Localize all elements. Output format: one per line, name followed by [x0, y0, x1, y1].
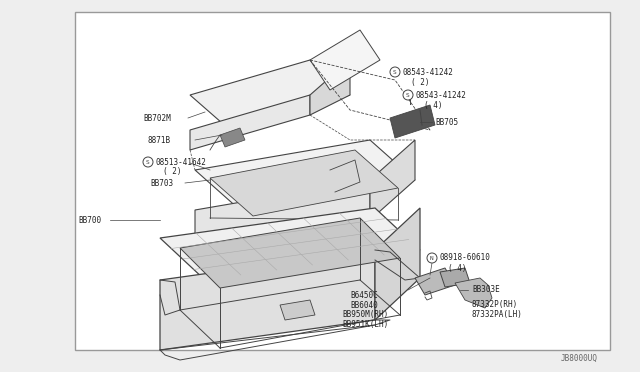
Polygon shape [455, 278, 492, 308]
Circle shape [390, 67, 400, 77]
Text: BB703: BB703 [150, 179, 173, 187]
Polygon shape [440, 268, 470, 287]
Text: BB950M(RH): BB950M(RH) [342, 311, 388, 320]
Text: N: N [430, 256, 434, 260]
Text: ( 2): ( 2) [163, 167, 182, 176]
Circle shape [427, 253, 437, 263]
Text: ( 4): ( 4) [424, 100, 442, 109]
Text: S: S [146, 160, 150, 164]
Text: S: S [406, 93, 410, 97]
Text: 87332P(RH): 87332P(RH) [472, 301, 518, 310]
Text: S: S [393, 70, 397, 74]
Polygon shape [195, 180, 370, 250]
Text: JB8000UQ: JB8000UQ [561, 353, 598, 362]
Text: BB6040: BB6040 [350, 301, 378, 310]
Polygon shape [195, 140, 415, 210]
Polygon shape [210, 150, 398, 216]
Polygon shape [370, 140, 415, 220]
Polygon shape [220, 128, 245, 147]
Text: 8871B: 8871B [148, 135, 171, 144]
Text: ( 2): ( 2) [411, 77, 429, 87]
Bar [75, 12, 610, 350]
Circle shape [403, 90, 413, 100]
Text: ( 4): ( 4) [448, 263, 467, 273]
Polygon shape [310, 30, 380, 90]
Text: BB303E: BB303E [472, 285, 500, 295]
Text: BB951K(LH): BB951K(LH) [342, 321, 388, 330]
Polygon shape [160, 208, 420, 280]
Text: B6450C: B6450C [350, 291, 378, 299]
Polygon shape [280, 300, 315, 320]
Text: BB702M: BB702M [143, 113, 171, 122]
Polygon shape [190, 95, 310, 150]
Polygon shape [180, 218, 400, 288]
Text: BB700: BB700 [78, 215, 101, 224]
Text: 08918-60610: 08918-60610 [440, 253, 491, 263]
Circle shape [143, 157, 153, 167]
Text: 08513-41642: 08513-41642 [155, 157, 206, 167]
Polygon shape [375, 208, 420, 320]
Polygon shape [190, 60, 350, 130]
Text: 08543-41242: 08543-41242 [416, 90, 467, 99]
Polygon shape [310, 60, 350, 115]
Polygon shape [415, 268, 455, 295]
Text: BB705: BB705 [435, 118, 458, 126]
Polygon shape [390, 105, 435, 138]
Text: 08543-41242: 08543-41242 [403, 67, 454, 77]
Text: 87332PA(LH): 87332PA(LH) [472, 311, 523, 320]
Polygon shape [160, 250, 375, 350]
